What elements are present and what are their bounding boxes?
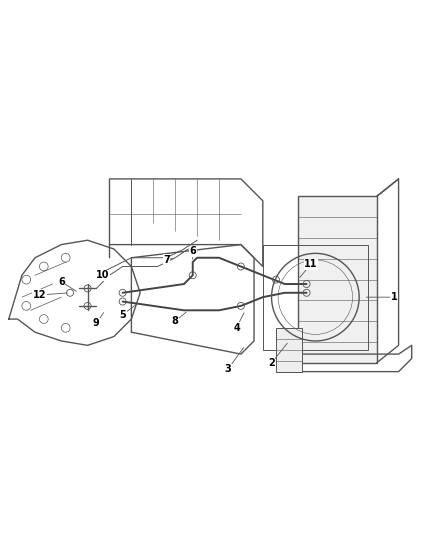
Text: 11: 11 [304,260,318,269]
Text: 7: 7 [163,255,170,265]
Text: 6: 6 [189,246,196,256]
Text: 3: 3 [224,365,231,374]
Text: 6: 6 [58,277,65,287]
Text: 1: 1 [391,292,398,302]
Text: 9: 9 [93,318,100,328]
Text: 2: 2 [268,358,275,368]
Text: 10: 10 [96,270,110,280]
Text: 5: 5 [119,310,126,320]
Text: 12: 12 [33,290,46,300]
Bar [298,197,377,363]
Text: 8: 8 [172,316,179,326]
Bar [276,328,302,372]
Bar [263,245,368,350]
Text: 4: 4 [233,323,240,333]
